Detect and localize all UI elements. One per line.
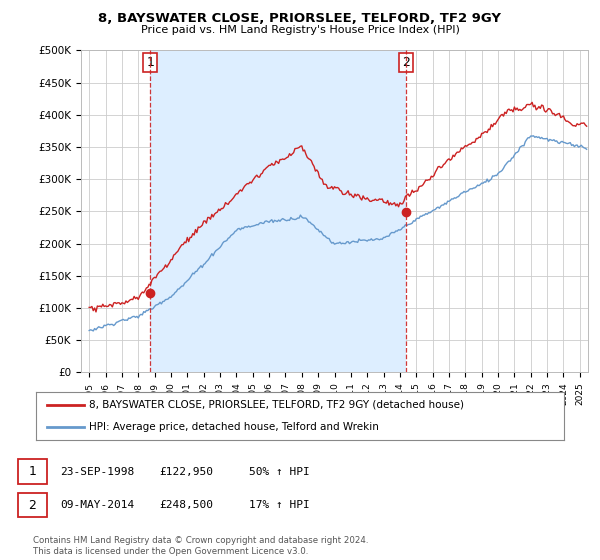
Text: 17% ↑ HPI: 17% ↑ HPI — [249, 500, 310, 510]
Text: 23-SEP-1998: 23-SEP-1998 — [60, 466, 134, 477]
Text: £248,500: £248,500 — [159, 500, 213, 510]
Text: 8, BAYSWATER CLOSE, PRIORSLEE, TELFORD, TF2 9GY (detached house): 8, BAYSWATER CLOSE, PRIORSLEE, TELFORD, … — [89, 400, 464, 410]
Text: HPI: Average price, detached house, Telford and Wrekin: HPI: Average price, detached house, Telf… — [89, 422, 379, 432]
Text: 8, BAYSWATER CLOSE, PRIORSLEE, TELFORD, TF2 9GY: 8, BAYSWATER CLOSE, PRIORSLEE, TELFORD, … — [98, 12, 502, 25]
Text: 1: 1 — [28, 465, 37, 478]
Text: 1: 1 — [146, 56, 154, 69]
Text: 09-MAY-2014: 09-MAY-2014 — [60, 500, 134, 510]
Bar — [150, 50, 406, 372]
Text: Contains HM Land Registry data © Crown copyright and database right 2024.: Contains HM Land Registry data © Crown c… — [33, 536, 368, 545]
Text: £122,950: £122,950 — [159, 466, 213, 477]
Text: This data is licensed under the Open Government Licence v3.0.: This data is licensed under the Open Gov… — [33, 547, 308, 556]
Text: Price paid vs. HM Land Registry's House Price Index (HPI): Price paid vs. HM Land Registry's House … — [140, 25, 460, 35]
Text: 2: 2 — [28, 498, 37, 512]
Text: 2: 2 — [402, 56, 410, 69]
Text: 50% ↑ HPI: 50% ↑ HPI — [249, 466, 310, 477]
